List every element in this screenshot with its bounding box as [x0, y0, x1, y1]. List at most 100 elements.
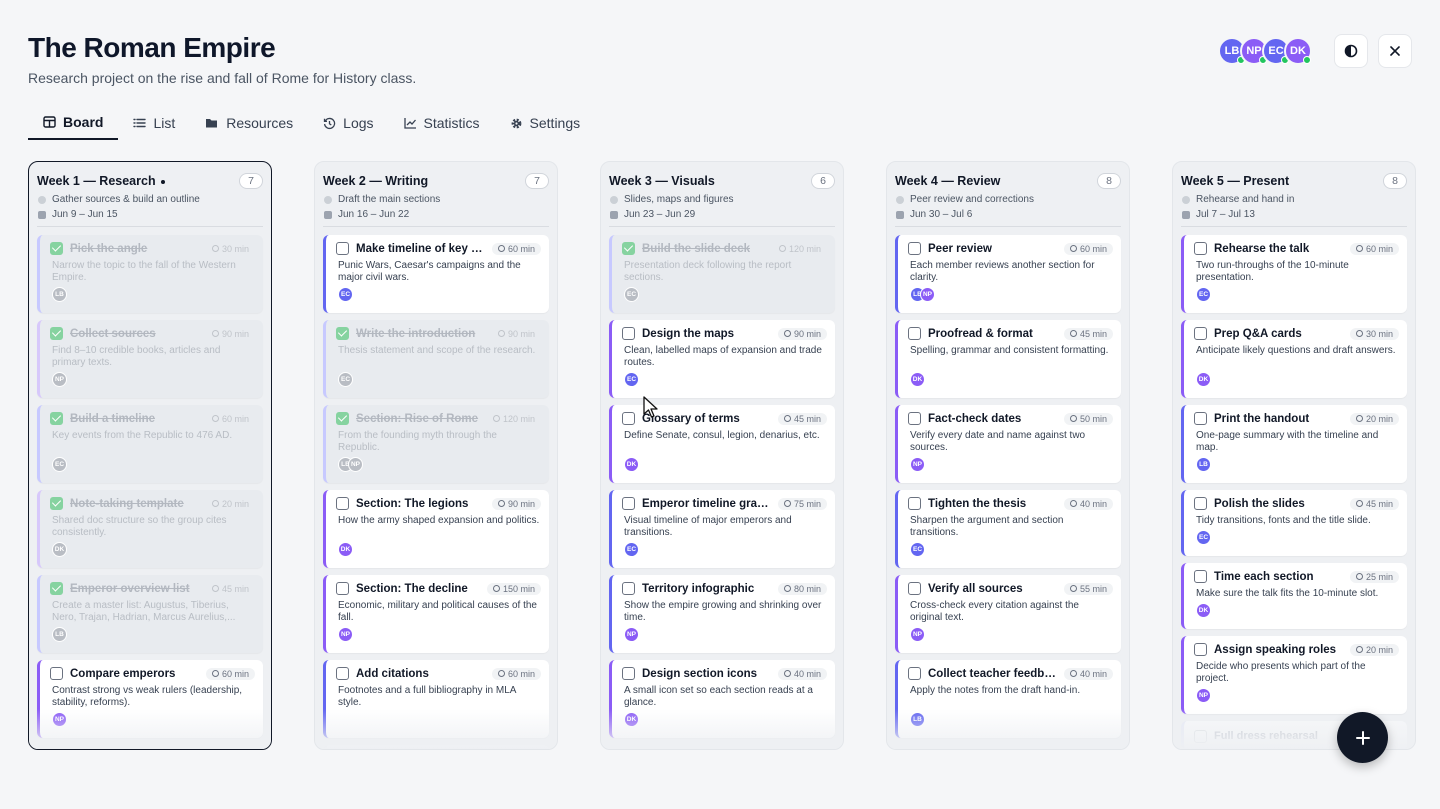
task-card[interactable]: Section: The legions 90 min How the army s… — [323, 490, 549, 568]
tab-statistics[interactable]: Statistics — [389, 106, 495, 140]
task-checkbox[interactable] — [1194, 327, 1207, 340]
assignee-avatar[interactable]: EC — [338, 287, 353, 302]
task-checkbox[interactable] — [50, 497, 63, 510]
task-checkbox[interactable] — [50, 412, 63, 425]
tab-resources[interactable]: Resources — [190, 106, 308, 140]
task-card[interactable]: Emperor overview list 45 min Create a mast… — [37, 575, 263, 653]
task-card[interactable]: Make timeline of key bat... 60 min Punic W… — [323, 235, 549, 313]
task-checkbox[interactable] — [622, 497, 635, 510]
column-title[interactable]: Week 1 — Research — [37, 174, 165, 188]
tab-board[interactable]: Board — [28, 106, 119, 140]
assignee-avatar[interactable]: NP — [338, 627, 353, 642]
task-checkbox[interactable] — [1194, 570, 1207, 583]
assignee-avatar[interactable]: NP — [1196, 688, 1211, 703]
task-card[interactable]: Emperor timeline graphic 75 min Visual tim… — [609, 490, 835, 568]
assignee-avatar[interactable]: EC — [910, 542, 925, 557]
task-checkbox[interactable] — [50, 582, 63, 595]
task-checkbox[interactable] — [622, 327, 635, 340]
task-card[interactable]: Time each section 25 min Make sure the tal… — [1181, 563, 1407, 629]
task-card[interactable]: Glossary of terms 45 min Define Senate, co… — [609, 405, 835, 483]
task-checkbox[interactable] — [622, 582, 635, 595]
assignee-avatar[interactable]: DK — [1196, 603, 1211, 618]
assignee-avatar[interactable]: LB — [52, 627, 67, 642]
board-column[interactable]: Week 3 — Visuals 6 Slides, maps and figure… — [600, 161, 844, 750]
assignee-avatar[interactable]: LB — [52, 287, 67, 302]
task-card[interactable]: Pick the angle 30 min Narrow the topic to … — [37, 235, 263, 313]
task-checkbox[interactable] — [1194, 412, 1207, 425]
assignee-avatar[interactable]: NP — [348, 457, 363, 472]
task-card[interactable]: Fact-check dates 50 min Verify every date … — [895, 405, 1121, 483]
task-card[interactable]: Polish the slides 45 min Tidy transitions,… — [1181, 490, 1407, 556]
assignee-avatar[interactable]: DK — [910, 372, 925, 387]
column-title[interactable]: Week 5 — Present — [1181, 174, 1290, 188]
add-task-button[interactable] — [1337, 712, 1388, 763]
tab-list[interactable]: List — [118, 106, 190, 140]
assignee-avatar[interactable]: EC — [624, 372, 639, 387]
task-checkbox[interactable] — [50, 667, 63, 680]
board-column[interactable]: Week 2 — Writing 7 Draft the main sections… — [314, 161, 558, 750]
task-card[interactable]: Rehearse the talk 60 min Two run-throughs … — [1181, 235, 1407, 313]
task-checkbox[interactable] — [908, 412, 921, 425]
task-card[interactable]: Proofread & format 45 min Spelling, gramma… — [895, 320, 1121, 398]
task-card[interactable]: Assign speaking roles 20 min Decide who pr… — [1181, 636, 1407, 714]
task-checkbox[interactable] — [908, 582, 921, 595]
task-checkbox[interactable] — [622, 412, 635, 425]
task-checkbox[interactable] — [50, 242, 63, 255]
task-card[interactable]: Note-taking template 20 min Shared doc str… — [37, 490, 263, 568]
task-card[interactable]: Section: Rise of Rome 120 min From the fou… — [323, 405, 549, 483]
task-checkbox[interactable] — [908, 242, 921, 255]
close-button[interactable] — [1378, 34, 1412, 68]
task-card[interactable]: Territory infographic 80 min Show the empi… — [609, 575, 835, 653]
task-checkbox[interactable] — [908, 667, 921, 680]
board-column[interactable]: Week 4 — Review 8 Peer review and correcti… — [886, 161, 1130, 750]
column-title[interactable]: Week 2 — Writing — [323, 174, 429, 188]
board-column[interactable]: Week 1 — Research 7 Gather sources & build… — [28, 161, 272, 750]
task-card[interactable]: Build a timeline 60 min Key events from th… — [37, 405, 263, 483]
task-card[interactable]: Print the handout 20 min One-page summary … — [1181, 405, 1407, 483]
member-avatar[interactable]: DK — [1284, 37, 1312, 65]
task-card[interactable]: Write the introduction 90 min Thesis state… — [323, 320, 549, 398]
task-checkbox[interactable] — [50, 327, 63, 340]
assignee-avatar[interactable]: NP — [920, 287, 935, 302]
task-card[interactable]: Tighten the thesis 40 min Sharpen the argu… — [895, 490, 1121, 568]
assignee-avatar[interactable]: DK — [1196, 372, 1211, 387]
assignee-avatar[interactable]: DK — [338, 542, 353, 557]
task-card[interactable]: Prep Q&A cards 30 min Anticipate likely qu… — [1181, 320, 1407, 398]
task-checkbox[interactable] — [908, 327, 921, 340]
assignee-avatar[interactable]: EC — [1196, 287, 1211, 302]
assignee-avatar[interactable]: NP — [910, 457, 925, 472]
task-card[interactable]: Build the slide deck 120 min Presentation … — [609, 235, 835, 313]
task-checkbox[interactable] — [336, 582, 349, 595]
column-title[interactable]: Week 4 — Review — [895, 174, 1001, 188]
assignee-avatar[interactable]: LB — [1196, 457, 1211, 472]
column-title[interactable]: Week 3 — Visuals — [609, 174, 715, 188]
task-card[interactable]: Verify all sources 55 min Cross-check ever… — [895, 575, 1121, 653]
task-checkbox[interactable] — [336, 327, 349, 340]
assignee-avatar[interactable]: EC — [52, 457, 67, 472]
board-column[interactable]: Week 5 — Present 8 Rehearse and hand in Jul… — [1172, 161, 1416, 750]
task-checkbox[interactable] — [1194, 497, 1207, 510]
task-checkbox[interactable] — [336, 242, 349, 255]
assignee-avatar[interactable]: NP — [624, 627, 639, 642]
task-card[interactable]: Section: The decline 150 min Economic, mil… — [323, 575, 549, 653]
assignee-avatar[interactable]: NP — [910, 627, 925, 642]
task-checkbox[interactable] — [622, 667, 635, 680]
task-checkbox[interactable] — [908, 497, 921, 510]
assignee-avatar[interactable]: EC — [624, 542, 639, 557]
task-checkbox[interactable] — [336, 412, 349, 425]
assignee-avatar[interactable]: EC — [624, 287, 639, 302]
task-card[interactable]: Design the maps 90 min Clean, labelled map… — [609, 320, 835, 398]
assignee-avatar[interactable]: DK — [624, 457, 639, 472]
task-checkbox[interactable] — [1194, 643, 1207, 656]
task-checkbox[interactable] — [336, 667, 349, 680]
assignee-avatar[interactable]: EC — [1196, 530, 1211, 545]
task-checkbox[interactable] — [1194, 242, 1207, 255]
assignee-avatar[interactable]: EC — [338, 372, 353, 387]
tab-settings[interactable]: Settings — [495, 106, 596, 140]
task-checkbox[interactable] — [336, 497, 349, 510]
assignee-avatar[interactable]: NP — [52, 372, 67, 387]
tab-logs[interactable]: Logs — [308, 106, 388, 140]
theme-toggle-button[interactable] — [1334, 34, 1368, 68]
assignee-avatar[interactable]: DK — [52, 542, 67, 557]
task-checkbox[interactable] — [622, 242, 635, 255]
